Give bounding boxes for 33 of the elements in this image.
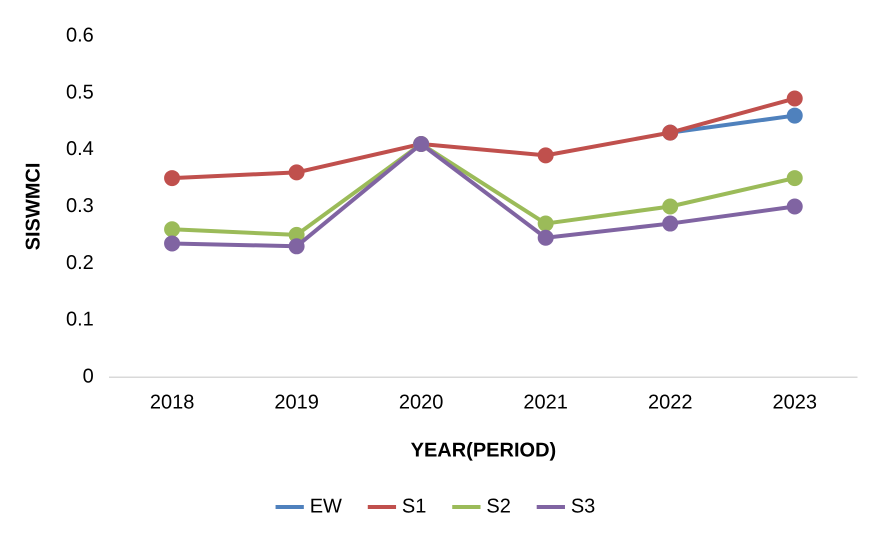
point — [538, 147, 554, 164]
point — [786, 108, 803, 124]
x-tick-label: 2019 — [274, 392, 319, 414]
y-tick-label: 0.5 — [66, 81, 94, 104]
point — [538, 216, 554, 232]
point — [164, 170, 180, 186]
x-tick-label: 2022 — [648, 392, 692, 414]
point — [288, 238, 305, 254]
point — [786, 90, 803, 107]
point — [288, 164, 305, 180]
y-tick-label: 0.3 — [66, 195, 94, 218]
y-tick-label: 0.4 — [66, 138, 94, 160]
point — [662, 216, 678, 232]
y-tick-label: 0 — [82, 366, 94, 388]
x-tick-label: 2021 — [523, 392, 568, 414]
y-tick-label: 0.2 — [66, 252, 94, 274]
legend-label: S1 — [402, 496, 426, 518]
y-tick-label: 0.6 — [66, 24, 94, 47]
x-tick-label: 2023 — [772, 392, 817, 414]
y-tick-label: 0.1 — [66, 308, 94, 331]
legend-label: EW — [310, 496, 342, 518]
point — [164, 235, 180, 252]
x-tick-label: 2020 — [398, 392, 444, 414]
point — [786, 170, 803, 186]
legend-label: S2 — [486, 496, 511, 518]
x-axis-title: YEAR(PERIOD) — [410, 440, 556, 462]
point — [538, 230, 554, 246]
y-axis-title: SISWMCI — [22, 162, 45, 250]
point — [662, 198, 678, 214]
point — [164, 221, 180, 238]
point — [786, 198, 803, 214]
x-tick-label: 2018 — [150, 392, 194, 414]
legend-label: S3 — [570, 496, 596, 518]
